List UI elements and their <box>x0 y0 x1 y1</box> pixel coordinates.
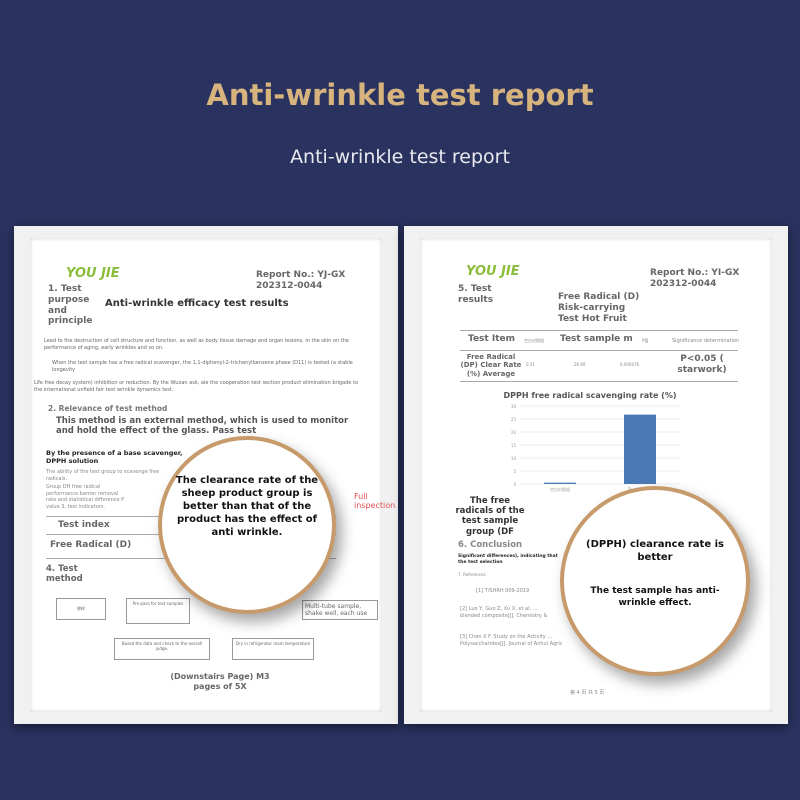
test-index: Test index <box>58 520 110 530</box>
table-cell: 0.51 <box>526 362 535 367</box>
section-2: 2. Relevance of test method <box>48 404 168 413</box>
divider <box>460 350 738 351</box>
table-cell: Free Radical (DP) Clear Rate (%) Average <box>460 353 522 378</box>
significant-text: Significant differences), indicating tha… <box>458 554 558 565</box>
bar <box>544 482 576 484</box>
reference: [2] Luo Y, Guo Z, Xu X, et al. ... blend… <box>460 606 548 619</box>
logo: YOU JIE <box>66 266 120 281</box>
report-number: Report No.: YI-GX 202312-0044 <box>650 268 740 289</box>
page-subtitle: Anti-wrinkle test report <box>290 146 510 168</box>
flow-step: Multi-tube sample, shake well, each use <box>302 600 378 620</box>
results-heading: Free Radical (D) Risk-carrying Test Hot … <box>558 292 640 324</box>
y-tick-label: 5 <box>513 469 516 474</box>
free-radicals-text: The free radicals of the test sample gro… <box>455 496 525 537</box>
section-6: 6. Conclusion <box>458 540 523 550</box>
divider <box>460 381 738 382</box>
method-text: This method is an external method, which… <box>56 416 349 437</box>
group-text: Group DH free radical performance barrie… <box>46 484 125 510</box>
logo: YOU JIE <box>466 264 520 279</box>
y-tick-label: 20 <box>511 430 517 435</box>
y-tick-label: 0 <box>513 482 516 487</box>
bar <box>624 414 656 484</box>
divider <box>460 330 738 331</box>
presence-text: By the presence of a base scavenger, DPP… <box>46 449 183 465</box>
table-header: 空白对照组 <box>524 338 544 343</box>
chart-title: DPPH free radical scavenging rate (%) <box>503 391 676 400</box>
dpph-chart: DPPH free radical scavenging rate (%) 0 5… <box>503 391 680 492</box>
y-tick-label: 10 <box>511 456 517 461</box>
table-cell: 26.69 <box>574 362 586 367</box>
flow-step: Based the data and check to the overall … <box>114 638 210 660</box>
magnifier-text: The clearance rate of the sheep product … <box>175 475 319 538</box>
y-tick-label: 30 <box>511 404 517 409</box>
table-header: Test Item <box>468 334 515 344</box>
ability-text: The ability of the test group to scaveng… <box>46 469 160 482</box>
paragraph: When the test sample has a free radical … <box>52 360 353 373</box>
page-footer: 第 4 页 共 5 页 <box>570 690 605 696</box>
page-number: (Downstairs Page) M3 pages of 5X <box>170 672 270 691</box>
free-radical: Free Radical (D) <box>50 540 132 550</box>
flow-step: Pre-pass for test samples <box>126 598 190 624</box>
report-number: Report No.: YJ-GX 202312-0044 <box>256 270 346 291</box>
y-tick-label: 25 <box>511 417 517 422</box>
table-cell: P<0.05 ( starwork) <box>677 354 727 375</box>
y-tick-label: 15 <box>511 443 517 448</box>
table-header: P值 <box>642 338 649 343</box>
references-label: 7. References: <box>458 572 487 577</box>
magnifier-right: (DPPH) clearance rate is better The test… <box>560 486 750 676</box>
table-header: Test sample m <box>560 334 633 344</box>
magnifier-left: The clearance rate of the sheep product … <box>158 436 336 614</box>
table-header: Significance determination <box>672 338 740 344</box>
paragraph: Lead to the destruction of cell structur… <box>44 338 349 351</box>
paragraph: Life free decay system) inhibition or re… <box>34 380 359 393</box>
table-cell: 0.000076 <box>620 362 640 367</box>
inspection-stamp: Full inspection <box>354 492 396 510</box>
reference: [1] T/SHRH 009-2019 <box>476 588 530 594</box>
x-tick-label: 空白对照组 <box>550 486 570 492</box>
section-1: 1. Test purpose and principle <box>48 284 93 327</box>
page-title: Anti-wrinkle test report <box>206 78 594 112</box>
section-4: 4. Test method <box>46 564 83 585</box>
report-heading: Anti-wrinkle efficacy test results <box>105 298 289 309</box>
magnifier-text-2: The test sample has anti-wrinkle effect. <box>590 586 720 608</box>
flow-step: Dry in refrigerator room temperature <box>232 638 314 660</box>
magnifier-text: (DPPH) clearance rate is better <box>586 539 724 563</box>
reference: [3] Chen X F. Study on the Activity ... … <box>460 634 563 647</box>
flow-step: 称样 <box>56 598 106 620</box>
section-5: 5. Test results <box>458 284 494 305</box>
